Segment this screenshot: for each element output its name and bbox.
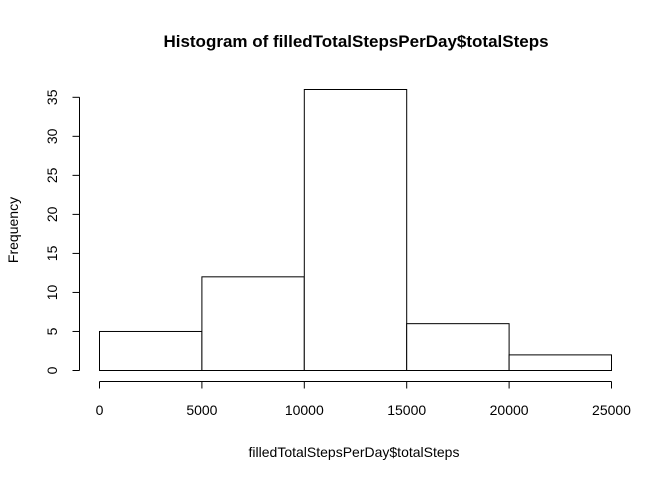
y-tick-label-0: 0 <box>44 366 60 374</box>
y-tick-label-7: 35 <box>44 89 60 105</box>
x-axis-label: filledTotalStepsPerDay$totalSteps <box>249 444 460 460</box>
x-tick-label-2: 10000 <box>285 402 324 418</box>
y-tick-label-2: 10 <box>44 284 60 300</box>
histogram-bar-4 <box>508 354 613 371</box>
histogram-bar-2 <box>303 89 408 371</box>
y-axis-label: Frequency <box>5 197 21 263</box>
histogram-bar-1 <box>201 276 305 372</box>
y-tick-label-1: 5 <box>44 327 60 335</box>
y-tick-label-5: 25 <box>44 167 60 183</box>
chart-title: Histogram of filledTotalStepsPerDay$tota… <box>163 32 548 51</box>
histogram-bar-0 <box>99 330 203 372</box>
x-tick-label-5: 25000 <box>592 402 631 418</box>
x-axis: 0 5000 10000 15000 20000 25000 <box>96 381 631 418</box>
histogram-bar-3 <box>406 323 510 371</box>
y-axis: 0 5 10 15 20 25 30 35 <box>44 89 80 374</box>
y-tick-label-4: 20 <box>44 206 60 222</box>
x-tick-label-3: 15000 <box>387 402 426 418</box>
x-tick-label-0: 0 <box>96 402 104 418</box>
x-tick-label-4: 20000 <box>490 402 529 418</box>
bars-group <box>99 89 613 372</box>
y-tick-label-3: 15 <box>44 245 60 261</box>
x-tick-label-1: 5000 <box>186 402 217 418</box>
y-tick-label-6: 30 <box>44 128 60 144</box>
